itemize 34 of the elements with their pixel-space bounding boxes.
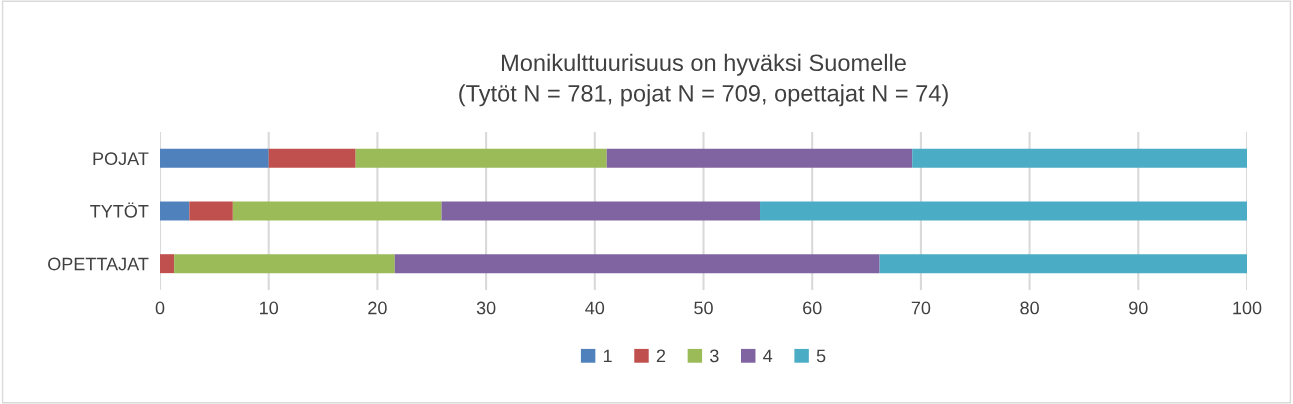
bar	[441, 201, 761, 221]
x-tick-label: 60	[803, 301, 822, 315]
x-tick-label: 10	[260, 301, 279, 315]
bar	[160, 254, 175, 274]
y-tick-label: TYTÖT	[90, 202, 149, 218]
bar	[189, 201, 233, 221]
legend-label: 3	[710, 349, 719, 363]
bar	[912, 148, 1247, 168]
x-tick-label: 90	[1129, 301, 1148, 315]
x-tick-label: 30	[476, 301, 496, 315]
y-tick-label: POJAT	[93, 152, 149, 166]
bar	[174, 254, 395, 274]
x-tick-label: 80	[1020, 301, 1039, 315]
x-tick-label: 20	[368, 301, 387, 315]
x-tick-label: 70	[911, 301, 931, 315]
bar	[606, 148, 913, 168]
legend-label: 2	[656, 349, 666, 363]
legend-label: 4	[763, 349, 773, 363]
y-tick-label: OPETTAJAT	[48, 257, 149, 271]
bar	[232, 201, 442, 221]
bar	[160, 201, 190, 221]
bar	[760, 201, 1247, 221]
legend-label: 1	[603, 349, 612, 363]
chart-title: Monikulttuurisuus on hyväksi Suomelle (Tytöt N = 781, pojat N = 709, opettajat N = 74)	[459, 53, 948, 107]
bar	[160, 148, 269, 168]
x-tick-label: 40	[585, 301, 605, 315]
x-tick-label: 100	[1233, 301, 1262, 315]
legend-label: 5	[816, 349, 826, 363]
x-tick-label: 0	[155, 301, 165, 315]
bar	[879, 254, 1247, 274]
bar	[268, 148, 356, 168]
x-tick-label: 50	[694, 301, 713, 315]
bar	[355, 148, 607, 168]
bar	[394, 254, 880, 274]
